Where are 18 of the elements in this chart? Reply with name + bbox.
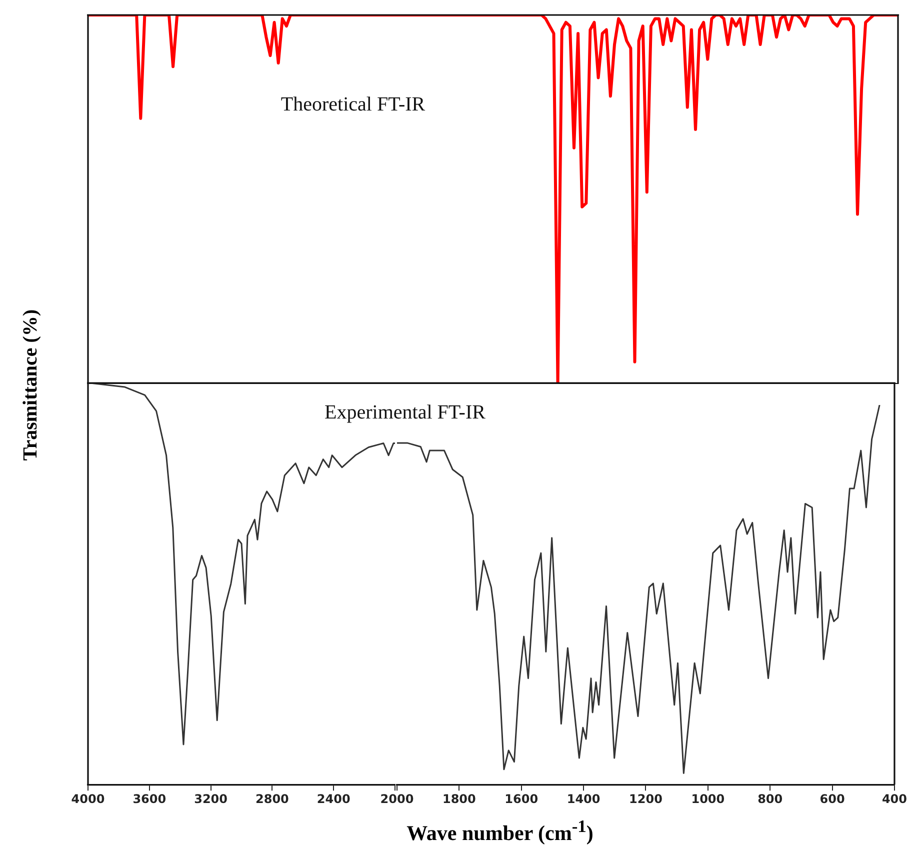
x-tick-label: 600 (820, 792, 845, 806)
x-tick-label: 2400 (316, 792, 350, 806)
x-tick-label: 1000 (691, 792, 725, 806)
x-tick-label: 1800 (442, 792, 476, 806)
annotation: Theoretical FT-IR (280, 93, 426, 116)
x-axis-title: Wave number (cm$^{-1}$) (406, 816, 594, 846)
x-tick-label: 4000 (71, 792, 105, 806)
x-tick-label: 3200 (194, 792, 228, 806)
x-tick-label: 1600 (504, 792, 538, 806)
x-tick-label: 2000 (380, 792, 414, 806)
x-tick-label: 1200 (629, 792, 662, 806)
x-tick-label: 2800 (255, 792, 289, 806)
x-tick-label: 800 (758, 792, 783, 806)
x-tick-label: 400 (882, 792, 908, 806)
y-axis-title: Trasmittance (%) (20, 309, 42, 461)
x-tick-label: 1400 (566, 792, 600, 806)
x-tick-label: 3600 (132, 792, 166, 806)
annotation: Experimental FT-IR (324, 401, 486, 424)
